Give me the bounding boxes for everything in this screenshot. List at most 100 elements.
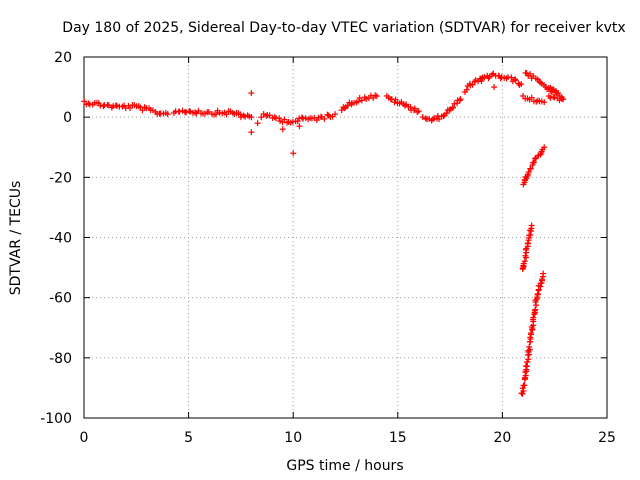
x-tick-label: 20 bbox=[493, 430, 511, 446]
x-tick-label: 15 bbox=[389, 430, 407, 446]
data-point bbox=[518, 81, 525, 88]
data-point bbox=[392, 96, 399, 103]
data-point bbox=[187, 108, 194, 115]
data-point bbox=[298, 114, 305, 121]
data-point bbox=[401, 102, 408, 109]
data-point bbox=[266, 112, 273, 119]
y-tick-label: -40 bbox=[49, 231, 72, 247]
data-point bbox=[457, 96, 464, 103]
y-tick-label: 20 bbox=[54, 50, 72, 66]
data-point bbox=[290, 150, 297, 157]
data-point bbox=[532, 306, 539, 313]
y-tick-label: -80 bbox=[49, 351, 72, 367]
data-point bbox=[321, 115, 328, 122]
data-point bbox=[527, 165, 534, 172]
data-point bbox=[522, 375, 529, 382]
data-point bbox=[489, 71, 496, 78]
data-point bbox=[105, 102, 112, 109]
data-point bbox=[373, 93, 380, 100]
data-point bbox=[560, 96, 567, 103]
data-point bbox=[279, 126, 286, 133]
data-point bbox=[281, 116, 288, 123]
data-point bbox=[521, 258, 528, 265]
data-point bbox=[81, 98, 88, 105]
y-tick-label: -60 bbox=[49, 291, 72, 307]
data-point bbox=[449, 104, 456, 111]
data-point bbox=[524, 358, 531, 365]
data-point bbox=[528, 94, 535, 101]
y-tick-label: 0 bbox=[63, 110, 72, 126]
data-point bbox=[332, 111, 339, 118]
data-point bbox=[541, 144, 548, 151]
data-point bbox=[237, 114, 244, 121]
data-point bbox=[530, 314, 537, 321]
data-point bbox=[411, 105, 418, 112]
data-point bbox=[526, 343, 533, 350]
data-point bbox=[530, 159, 537, 166]
data-point bbox=[540, 270, 547, 277]
data-point bbox=[519, 385, 526, 392]
data-point bbox=[541, 99, 548, 106]
data-point bbox=[358, 97, 365, 104]
data-point bbox=[139, 107, 146, 114]
y-tick-label: -20 bbox=[49, 170, 72, 186]
data-point bbox=[344, 102, 351, 109]
data-point bbox=[355, 98, 362, 105]
data-point bbox=[223, 111, 230, 118]
data-point bbox=[527, 330, 534, 337]
data-point bbox=[520, 387, 527, 394]
data-point bbox=[524, 240, 531, 247]
data-point bbox=[271, 114, 278, 121]
data-point bbox=[341, 105, 348, 112]
data-point bbox=[205, 108, 212, 115]
data-point bbox=[463, 86, 470, 93]
x-tick-label: 0 bbox=[80, 430, 89, 446]
data-point bbox=[164, 111, 171, 118]
data-point bbox=[363, 96, 370, 103]
data-point bbox=[551, 94, 558, 101]
data-point bbox=[212, 111, 219, 118]
data-point bbox=[440, 113, 447, 120]
data-point bbox=[248, 114, 255, 121]
data-point bbox=[525, 169, 532, 176]
data-point bbox=[519, 390, 526, 397]
data-point bbox=[508, 74, 515, 81]
data-point bbox=[248, 129, 255, 136]
y-tick-label: -100 bbox=[40, 411, 72, 427]
x-tick-label: 25 bbox=[598, 430, 616, 446]
data-point bbox=[443, 110, 450, 117]
data-point bbox=[248, 90, 255, 97]
data-point bbox=[276, 115, 283, 122]
x-tick-label: 5 bbox=[184, 430, 193, 446]
data-point bbox=[296, 123, 303, 130]
data-point bbox=[528, 222, 535, 229]
data-point bbox=[191, 109, 198, 116]
data-point bbox=[258, 114, 265, 121]
chart-title: Day 180 of 2025, Sidereal Day-to-day VTE… bbox=[62, 20, 625, 36]
data-point bbox=[512, 77, 519, 84]
data-point bbox=[469, 81, 476, 88]
data-point bbox=[391, 99, 398, 106]
data-point bbox=[525, 347, 532, 354]
data-point bbox=[456, 97, 463, 104]
data-point bbox=[478, 78, 485, 85]
data-point bbox=[176, 108, 183, 115]
data-point bbox=[532, 155, 539, 162]
data-point bbox=[527, 70, 534, 77]
data-point bbox=[534, 291, 541, 298]
data-point bbox=[521, 382, 528, 389]
data-point bbox=[491, 84, 498, 91]
data-point bbox=[254, 120, 261, 127]
x-tick-label: 10 bbox=[284, 430, 302, 446]
data-point bbox=[415, 108, 422, 115]
data-point bbox=[527, 334, 534, 341]
x-axis-label: GPS time / hours bbox=[286, 458, 403, 474]
data-point bbox=[436, 116, 443, 123]
data-point bbox=[183, 109, 190, 116]
grid-lines bbox=[84, 57, 607, 418]
data-points bbox=[81, 69, 567, 397]
data-point bbox=[407, 104, 414, 111]
data-point bbox=[85, 100, 92, 107]
data-point bbox=[526, 346, 533, 353]
